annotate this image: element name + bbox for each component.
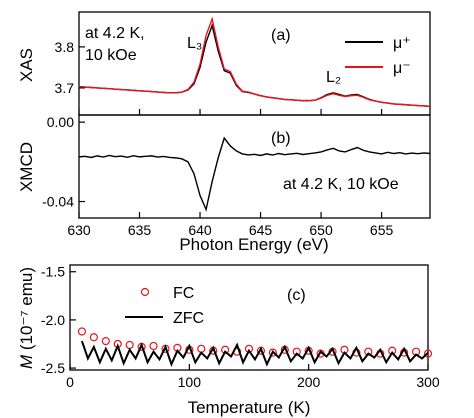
y-tick-label: 3.7 [55, 80, 75, 96]
x-tick-label: 645 [249, 222, 273, 238]
x-tick-label: 0 [66, 374, 74, 390]
legend-label: μ⁻ [393, 60, 411, 77]
y-tick-label: -2.0 [41, 312, 65, 328]
plot-frame [78, 114, 431, 219]
x-tick-label: 200 [297, 374, 321, 390]
x-tick-label: 300 [416, 374, 440, 390]
series-line [78, 16, 431, 108]
data-point [125, 340, 134, 350]
panel-label: (a) [271, 27, 291, 44]
annotation: 10 kOe [85, 47, 137, 64]
data-point [89, 333, 98, 342]
x-tick-label: 630 [67, 222, 91, 238]
data-point [423, 349, 433, 358]
series-line [78, 136, 431, 212]
annotation: at 4.2 K, 10 kOe [283, 176, 399, 193]
x-tick-label: 640 [188, 222, 212, 238]
y-axis-label: M (10⁻⁷ emu) [17, 267, 36, 369]
data-point [101, 337, 110, 346]
x-tick-label: 650 [309, 222, 333, 238]
data-point [268, 348, 277, 357]
y-tick-label: 0.00 [47, 114, 74, 130]
y-tick-label: -1.5 [41, 264, 65, 280]
legend-marker [140, 287, 150, 297]
data-point [77, 327, 87, 336]
y-tick-label: -2.5 [41, 360, 65, 376]
peak-label: L₃ [187, 35, 202, 52]
panel-label: (c) [287, 287, 306, 304]
y-axis-label: XMCD [17, 142, 36, 192]
y-axis-label: XAS [17, 48, 36, 82]
plot-frame [69, 264, 429, 371]
y-axis-symbol: M [17, 354, 36, 369]
x-tick-label: 655 [370, 222, 394, 238]
y-axis-unit: (10⁻⁷ emu) [17, 267, 36, 350]
x-tick-label: 635 [128, 222, 152, 238]
data-point [149, 341, 158, 351]
x-tick-label: 100 [178, 374, 202, 390]
x-axis-label: Temperature (K) [188, 398, 311, 417]
series-line [80, 340, 429, 367]
panel-label: (b) [271, 130, 291, 147]
annotation: at 4.2 K, [85, 25, 145, 42]
peak-label: L₂ [326, 69, 341, 86]
legend-label: μ⁺ [393, 35, 411, 52]
legend-label: ZFC [173, 310, 204, 327]
y-tick-label: -0.04 [42, 194, 74, 210]
data-point [197, 344, 206, 353]
x-axis-label: Photon Energy (eV) [179, 235, 328, 254]
legend-label: FC [173, 285, 194, 302]
y-tick-label: 3.8 [55, 39, 75, 55]
